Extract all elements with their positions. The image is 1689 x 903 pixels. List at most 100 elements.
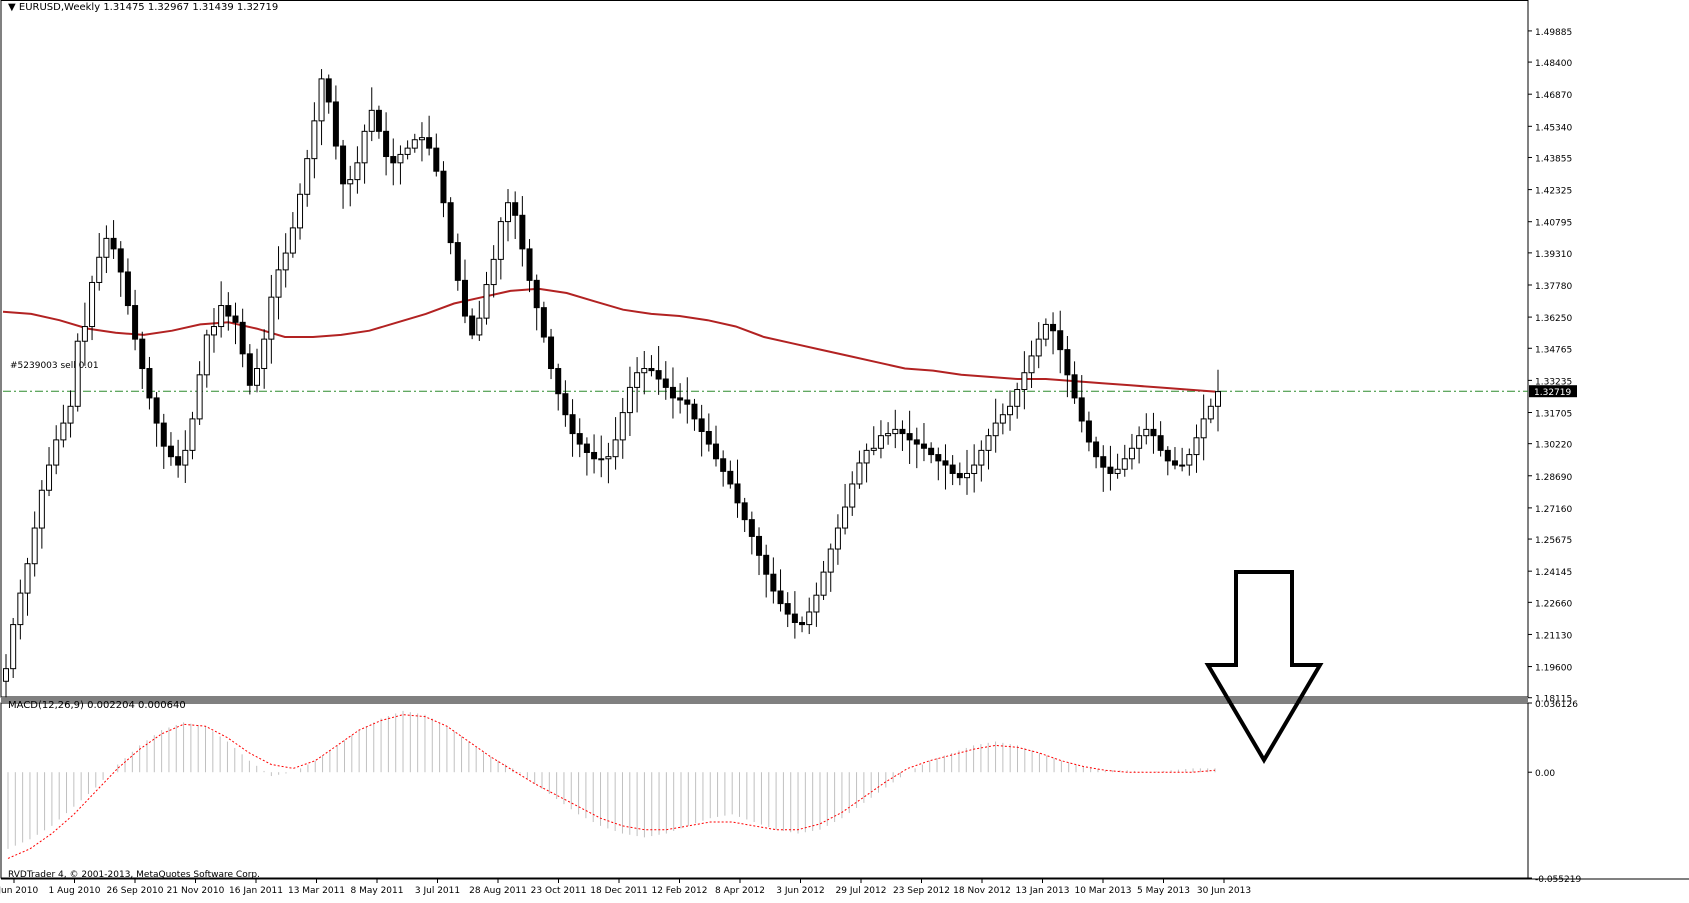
candle-body <box>583 443 590 453</box>
candle <box>318 69 325 146</box>
candle <box>447 197 454 255</box>
macd-label: MACD(12,26,9) 0.002204 0.000640 <box>8 700 186 711</box>
candle <box>1150 412 1157 454</box>
candle-body <box>892 428 899 435</box>
candle <box>669 367 676 419</box>
candle <box>390 138 397 186</box>
candle <box>1100 445 1107 492</box>
candle <box>655 346 662 395</box>
candle-body <box>254 368 261 386</box>
candle-body <box>239 321 246 355</box>
candle <box>325 74 332 114</box>
candle <box>956 462 963 486</box>
header-caret-icon[interactable]: ▼ <box>8 2 16 13</box>
candle <box>634 357 641 413</box>
candle <box>928 442 935 464</box>
moving-average-line <box>2 287 1216 393</box>
candle-body <box>1207 405 1214 420</box>
candle <box>275 246 282 320</box>
candle <box>67 390 74 438</box>
candle-body <box>110 237 117 250</box>
candle-body <box>956 472 963 479</box>
candle-body <box>10 624 17 670</box>
time-tick-label: 3 Jun 2012 <box>776 886 824 896</box>
candle <box>562 380 569 427</box>
candle <box>1071 361 1078 404</box>
macd-tick-label: 0.00 <box>1535 769 1555 779</box>
candle-body <box>741 502 748 521</box>
candle <box>53 425 60 475</box>
candle-body <box>1078 397 1085 422</box>
candle <box>124 258 131 315</box>
candle <box>935 447 942 481</box>
candle <box>720 450 727 487</box>
candle-body <box>763 554 770 575</box>
candle <box>877 420 884 459</box>
candle <box>397 145 404 185</box>
candle-body <box>175 456 182 466</box>
candle-body <box>1064 349 1071 376</box>
candle <box>153 392 160 447</box>
candle-body <box>669 386 676 399</box>
candle <box>770 557 777 604</box>
candle <box>763 544 770 598</box>
candle <box>239 308 246 368</box>
price-tick-label: 1.46870 <box>1535 91 1572 101</box>
candle <box>748 511 755 555</box>
candle-body <box>842 506 849 529</box>
candle-body <box>218 305 225 328</box>
time-tick-label: 26 Sep 2010 <box>106 886 163 896</box>
candle <box>497 217 504 280</box>
candle <box>978 440 985 482</box>
down-arrow-icon <box>1204 570 1324 764</box>
candle-body <box>1057 330 1064 351</box>
candle <box>906 410 913 464</box>
macd-signal-line <box>7 714 1216 859</box>
time-tick-label: 1 Aug 2010 <box>49 886 101 896</box>
candle-body <box>246 353 253 386</box>
candle <box>297 183 304 240</box>
candle <box>913 427 920 469</box>
candle-body <box>46 464 53 491</box>
candle <box>569 399 576 457</box>
candle-body <box>17 592 24 626</box>
candle <box>31 511 38 577</box>
price-tick-label: 1.31705 <box>1535 409 1572 419</box>
candle <box>1050 312 1057 355</box>
candle <box>254 348 261 393</box>
candle-body <box>210 326 217 336</box>
candle <box>332 85 339 160</box>
candle-body <box>935 454 942 462</box>
candle-body <box>985 435 992 451</box>
candle-body <box>325 78 332 103</box>
candle-body <box>1085 420 1092 443</box>
candle-body <box>992 422 999 437</box>
candle <box>1193 424 1200 473</box>
candle <box>698 404 705 457</box>
candle-body <box>53 439 60 466</box>
candle-body <box>24 563 31 594</box>
candle <box>1021 351 1028 410</box>
candle <box>1121 444 1128 477</box>
chart-header: ▼ EURUSD,Weekly 1.31475 1.32967 1.31439 … <box>8 2 278 14</box>
candle <box>1200 394 1207 461</box>
candle <box>383 112 390 176</box>
candle <box>626 366 633 436</box>
candle <box>476 300 483 341</box>
candle-body <box>469 315 476 336</box>
candle-body <box>1050 323 1057 332</box>
candle-body <box>626 386 633 414</box>
candle-body <box>31 527 38 565</box>
candle-body <box>361 130 368 164</box>
candle-body <box>1186 454 1193 466</box>
candle-body <box>1071 374 1078 399</box>
candle-body <box>770 573 777 592</box>
macd-tick-label: -0.055219 <box>1535 875 1581 885</box>
candle-body <box>268 296 275 340</box>
candle-body <box>705 430 712 445</box>
time-tick-label: 8 May 2011 <box>351 886 404 896</box>
candle-body <box>153 397 160 424</box>
price-tick-label: 1.45340 <box>1535 123 1572 133</box>
